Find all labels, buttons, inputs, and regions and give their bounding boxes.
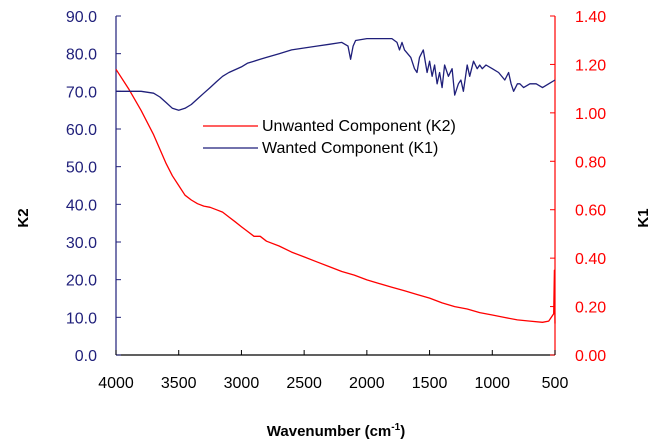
left-tick-label: 10.0 bbox=[66, 310, 97, 327]
x-axis-ticks: 4000 3500 3000 2500 2000 1500 1000 500 bbox=[98, 350, 568, 392]
series-line-unwanted-k2 bbox=[115, 68, 556, 324]
right-axis-title: K1 bbox=[635, 208, 652, 227]
left-tick-label: 40.0 bbox=[66, 197, 97, 214]
legend-label-k2: Unwanted Component (K2) bbox=[262, 118, 456, 135]
left-tick-label: 0.0 bbox=[75, 348, 97, 365]
left-tick-label: 80.0 bbox=[66, 47, 97, 64]
x-tick-label: 4000 bbox=[98, 375, 134, 392]
right-tick-label: 1.20 bbox=[575, 57, 606, 74]
right-tick-label: 1.00 bbox=[575, 106, 606, 123]
x-axis-title: Wavenumber (cm-1) bbox=[267, 422, 405, 440]
x-tick-label: 2000 bbox=[349, 375, 385, 392]
x-tick-label: 1500 bbox=[412, 375, 448, 392]
left-tick-label: 50.0 bbox=[66, 160, 97, 177]
x-tick-label: 3000 bbox=[224, 375, 260, 392]
right-axis-ticks: 0.00 0.20 0.40 0.60 0.80 1.00 1.20 1.40 bbox=[550, 9, 606, 365]
x-axis-title-sup: -1 bbox=[391, 422, 400, 433]
x-tick-label: 500 bbox=[542, 375, 569, 392]
right-tick-label: 1.40 bbox=[575, 9, 606, 26]
left-tick-label: 60.0 bbox=[66, 122, 97, 139]
left-tick-label: 90.0 bbox=[66, 9, 97, 26]
x-axis-title-main: Wavenumber (cm bbox=[267, 423, 391, 440]
left-tick-label: 20.0 bbox=[66, 273, 97, 290]
x-axis-title-close: ) bbox=[400, 423, 405, 440]
legend: Unwanted Component (K2) Wanted Component… bbox=[203, 118, 456, 157]
right-tick-label: 0.00 bbox=[575, 348, 606, 365]
left-tick-label: 70.0 bbox=[66, 84, 97, 101]
x-tick-label: 2500 bbox=[286, 375, 322, 392]
series-line-wanted-k1 bbox=[116, 37, 556, 111]
right-tick-label: 0.20 bbox=[575, 300, 606, 317]
right-tick-label: 0.60 bbox=[575, 203, 606, 220]
right-tick-label: 0.40 bbox=[575, 251, 606, 268]
right-tick-label: 0.80 bbox=[575, 154, 606, 171]
x-tick-label: 1000 bbox=[474, 375, 510, 392]
left-tick-label: 30.0 bbox=[66, 235, 97, 252]
series-layer bbox=[115, 37, 556, 324]
left-axis-ticks: 0.0 10.0 20.0 30.0 40.0 50.0 60.0 70.0 80.0 90.0 bbox=[66, 9, 121, 365]
left-axis-title: K2 bbox=[15, 208, 32, 227]
legend-label-k1: Wanted Component (K1) bbox=[262, 140, 438, 157]
x-tick-label: 3500 bbox=[161, 375, 197, 392]
